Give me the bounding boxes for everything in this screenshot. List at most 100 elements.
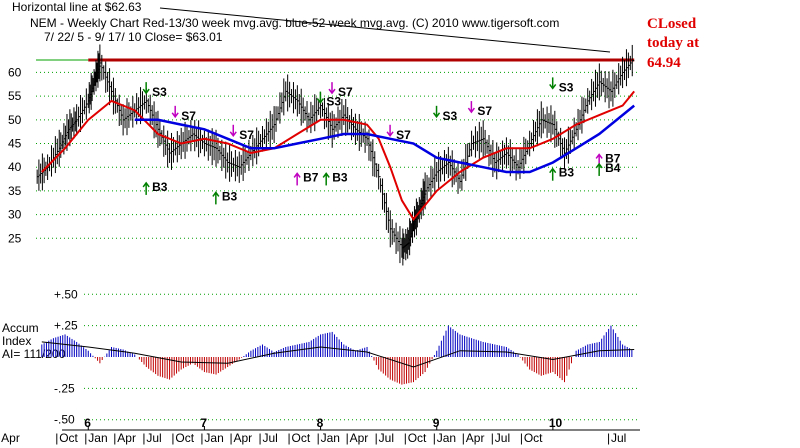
sell-arrowhead: [549, 83, 557, 90]
month-separator: |: [55, 431, 58, 445]
signal-label-s7: S7: [181, 109, 196, 123]
signal-label-b3: B3: [332, 170, 348, 184]
sell-arrowhead: [229, 131, 237, 138]
accum-grid: [84, 293, 640, 421]
year-label: 10: [549, 416, 563, 430]
accum-y-tick-label: +.25: [54, 319, 78, 333]
signal-label-b3: B3: [222, 189, 238, 203]
year-label: 8: [317, 416, 324, 430]
signal-label-b3: B3: [152, 180, 168, 194]
closed-note-line2: today at: [647, 35, 699, 51]
closed-note-line3: 64.94: [647, 55, 681, 71]
month-label: Jul: [146, 431, 161, 445]
price-y-tick-label: 60: [8, 65, 22, 79]
signal-label-s7: S7: [239, 128, 254, 142]
sell-arrowhead: [386, 131, 394, 138]
month-separator: |: [404, 431, 407, 445]
closed-note-line1: CLosed: [647, 16, 697, 32]
accum-bars: [41, 325, 633, 385]
month-label: Apr: [350, 431, 369, 445]
buy-arrowhead: [322, 172, 330, 178]
buy-arrowhead: [212, 191, 220, 197]
month-separator: |: [171, 431, 174, 445]
sell-arrowhead: [467, 107, 475, 114]
signal-label-b3: B3: [559, 166, 575, 180]
month-separator: |: [462, 431, 465, 445]
month-separator: |: [288, 431, 291, 445]
month-label: Oct: [408, 431, 427, 445]
month-separator: |: [607, 431, 610, 445]
price-y-tick-label: 50: [8, 113, 22, 127]
month-separator: |: [200, 431, 203, 445]
ai-value-label: AI= 111/200: [2, 347, 66, 361]
sell-arrowhead: [171, 112, 179, 119]
price-y-tick-label: 55: [8, 89, 22, 103]
accum-y-tick-label: +.50: [54, 287, 78, 301]
annotation-pointer-line: [159, 7, 611, 53]
price-y-tick-label: 25: [8, 231, 22, 245]
price-y-tick-label: 30: [8, 208, 22, 222]
month-separator: |: [375, 431, 378, 445]
month-label: Jul: [495, 431, 510, 445]
signal-label-b7: B7: [303, 170, 319, 184]
month-separator: |: [113, 431, 116, 445]
signal-label-s3: S3: [326, 95, 341, 109]
month-label: Jan: [88, 431, 107, 445]
chart-date-range: 7/ 22/ 5 - 9/ 17/ 10 Close= $63.01: [44, 30, 223, 44]
horizontal-line-label: Horizontal line at $62.63: [12, 0, 142, 14]
price-y-tick-label: 40: [8, 160, 22, 174]
buy-arrowhead: [595, 153, 603, 159]
month-separator: |: [259, 431, 262, 445]
year-label: 6: [84, 416, 91, 430]
year-label: 9: [433, 416, 440, 430]
red-moving-average-line: [41, 90, 635, 222]
signal-label-s3: S3: [559, 80, 574, 94]
signal-label-s7: S7: [477, 104, 492, 118]
blue-52-week-ma-line: [134, 104, 635, 174]
month-label: Apr: [233, 431, 252, 445]
month-label: Jul: [611, 431, 626, 445]
buy-arrowhead: [549, 167, 557, 174]
month-separator: |: [491, 431, 494, 445]
buy-arrowhead: [595, 162, 603, 169]
month-label: Oct: [175, 431, 194, 445]
month-label: Jan: [321, 431, 340, 445]
signal-label-b4: B4: [605, 161, 621, 175]
sell-arrowhead: [328, 88, 336, 95]
index-label: Index: [2, 334, 31, 348]
month-separator: |: [84, 431, 87, 445]
price-bars: [36, 44, 635, 266]
chart-title: NEM - Weekly Chart Red-13/30 week mvg.av…: [30, 16, 559, 30]
accum-y-tick-label: -.25: [54, 381, 75, 395]
buy-arrowhead: [142, 181, 150, 188]
month-label: Oct: [292, 431, 311, 445]
price-y-tick-label: 35: [8, 184, 22, 198]
price-y-axis-labels: 25 30 35 40 45 50 55 60: [8, 65, 22, 245]
month-separator: |: [346, 431, 349, 445]
sell-arrowhead: [432, 112, 441, 119]
month-separator: |: [433, 431, 436, 445]
accum-y-axis-labels: +.50 +.25 -.25 -.50: [54, 287, 78, 426]
price-y-tick-label: 45: [8, 137, 22, 151]
month-label: Oct: [59, 431, 78, 445]
month-separator: |: [229, 431, 232, 445]
month-label: Apr: [117, 431, 136, 445]
sell-arrowhead: [316, 98, 324, 104]
sell-arrowhead: [142, 88, 150, 95]
signal-label-s3: S3: [443, 109, 458, 123]
x-axis: 678910|Oct|Jan|Apr|Jul|Oct|Jan|Apr|Jul|O…: [0, 416, 640, 445]
accum-y-tick-label: -.50: [54, 413, 75, 427]
month-label: Jul: [379, 431, 394, 445]
signal-label-s7: S7: [396, 128, 411, 142]
signal-label-s7: S7: [338, 85, 353, 99]
month-separator: |: [317, 431, 320, 445]
month-separator: |: [142, 431, 145, 445]
signal-label-b7: B7: [605, 151, 621, 165]
buy-arrowhead: [293, 172, 301, 178]
month-label: Apr: [466, 431, 485, 445]
accum-label: Accum: [2, 321, 39, 335]
accum-average-line: [41, 341, 635, 368]
month-label: Jul: [263, 431, 278, 445]
